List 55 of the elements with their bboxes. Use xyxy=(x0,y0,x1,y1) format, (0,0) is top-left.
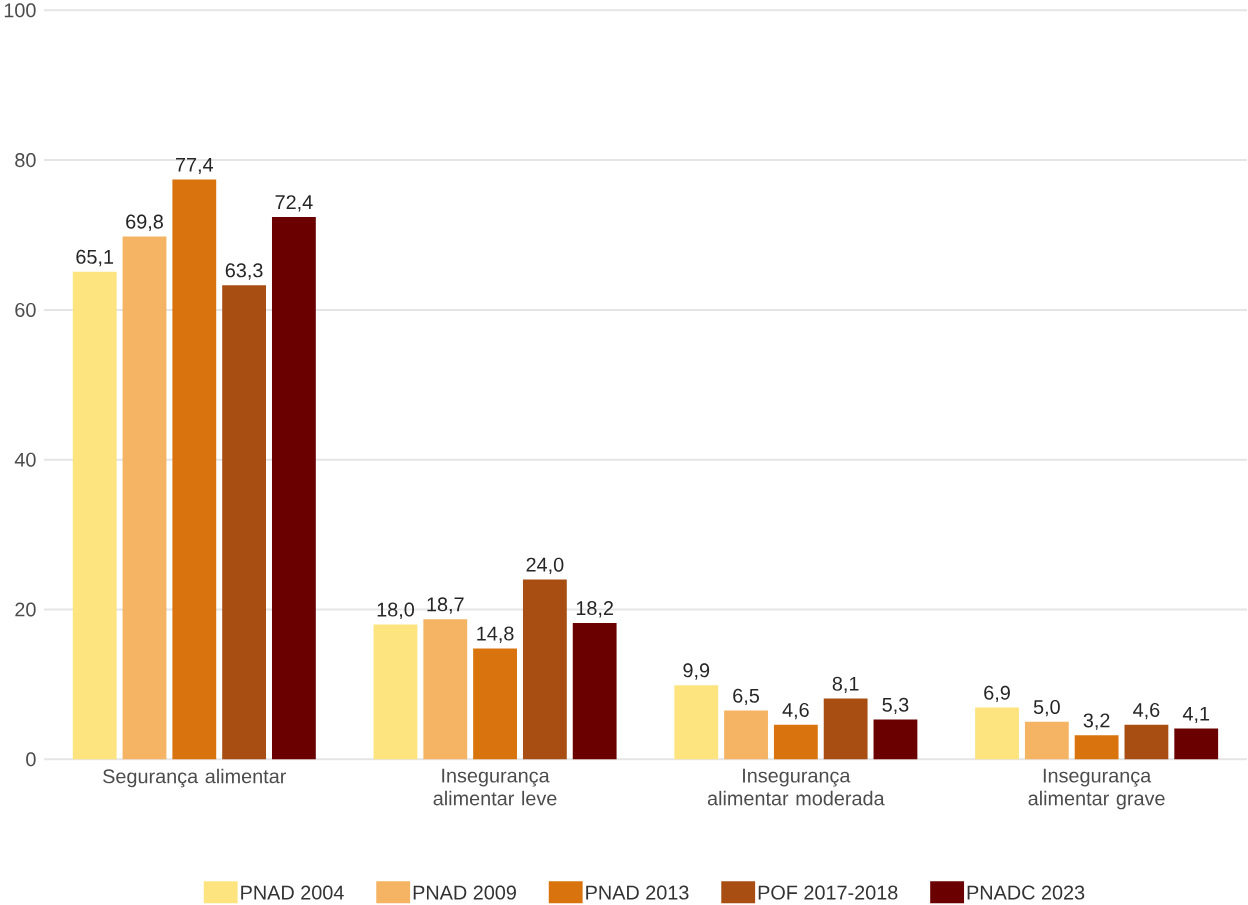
data-label: 18,2 xyxy=(576,600,613,618)
legend-label: PNAD 2013 xyxy=(586,885,689,900)
data-label: 4,6 xyxy=(1133,702,1160,720)
bar xyxy=(423,619,468,760)
bar xyxy=(1024,721,1069,760)
bar xyxy=(1124,724,1169,760)
bar xyxy=(975,707,1019,760)
legend-label: PNAD 2009 xyxy=(413,885,516,900)
y-tick-label: 40 xyxy=(14,452,36,467)
bar xyxy=(222,285,267,760)
data-label: 3,2 xyxy=(1083,713,1110,730)
bar xyxy=(373,624,418,760)
data-label: 24,0 xyxy=(526,557,564,574)
data-label: 63,3 xyxy=(225,263,263,280)
data-label: 77,4 xyxy=(176,157,214,174)
bar xyxy=(572,622,617,760)
data-label: 4,1 xyxy=(1182,706,1210,723)
data-label: 5,0 xyxy=(1033,699,1060,717)
data-label: 6,9 xyxy=(984,685,1010,703)
y-tick-label: 0 xyxy=(26,752,36,767)
bar xyxy=(724,710,768,760)
data-label: 6,5 xyxy=(733,688,760,705)
data-label: 4,6 xyxy=(782,702,809,720)
y-tick-label: 100 xyxy=(4,3,36,18)
data-label: 8,1 xyxy=(832,676,859,694)
legend-label: PNAD 2004 xyxy=(241,885,344,900)
bar xyxy=(773,724,818,760)
data-label: 72,4 xyxy=(275,195,313,212)
x-tick-label: Insegurança alimentar moderada xyxy=(707,768,885,806)
bar xyxy=(122,236,167,760)
bar xyxy=(522,579,567,760)
data-label: 9,9 xyxy=(683,663,710,680)
x-tick-label: Insegurança alimentar grave xyxy=(1028,768,1165,810)
legend-label: POF 2017-2018 xyxy=(758,885,898,900)
bar xyxy=(271,216,316,760)
data-label: 69,8 xyxy=(126,214,163,231)
data-label: 65,1 xyxy=(76,249,114,267)
bar xyxy=(823,698,868,760)
y-tick-label: 60 xyxy=(15,302,36,317)
y-tick-label: 20 xyxy=(15,602,36,617)
bar xyxy=(1074,735,1119,760)
data-label: 14,8 xyxy=(477,626,514,643)
y-tick-label: 80 xyxy=(15,153,36,168)
bar xyxy=(473,648,517,760)
x-tick-label: Insegurança alimentar leve xyxy=(433,768,557,806)
bar xyxy=(172,179,217,760)
data-label: 18,0 xyxy=(377,602,415,619)
legend-label: PNADC 2023 xyxy=(967,885,1085,900)
bar xyxy=(72,271,117,760)
bar xyxy=(674,685,719,760)
x-tick-label: Segurança alimentar xyxy=(103,768,287,788)
bar xyxy=(873,719,918,760)
bar xyxy=(1174,728,1219,760)
data-label: 5,3 xyxy=(882,697,909,714)
data-label: 18,7 xyxy=(427,597,464,614)
